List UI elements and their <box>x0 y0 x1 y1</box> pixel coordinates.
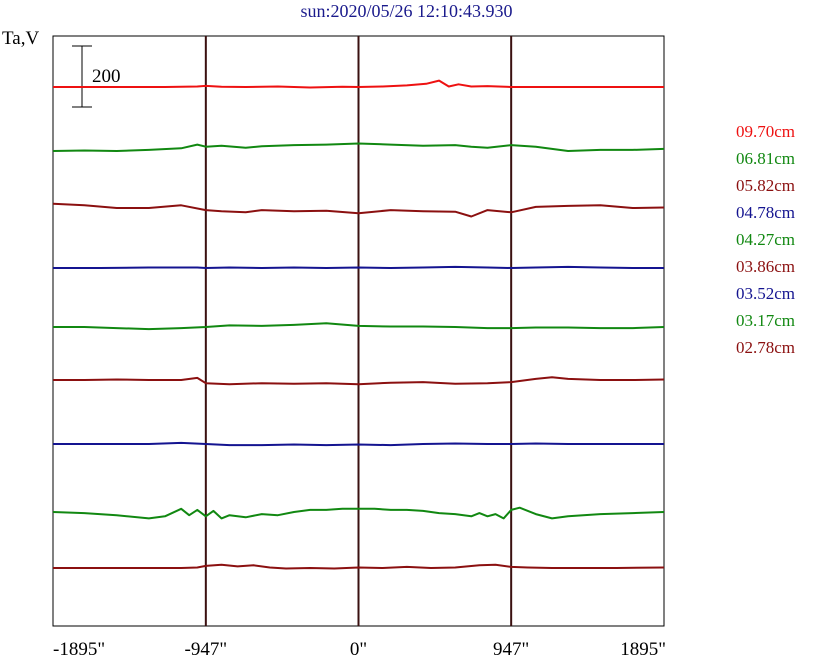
vertical-markers <box>204 36 513 626</box>
series-group <box>52 79 665 570</box>
x-tick-label: 0" <box>350 639 367 660</box>
series-line-04.78cm <box>53 265 664 269</box>
scale-bar-label: 200 <box>92 66 121 87</box>
legend-item: 03.17cm <box>736 311 796 330</box>
legend-item: 03.86cm <box>736 257 796 276</box>
legend-item: 03.52cm <box>736 284 796 303</box>
chart-title: sun:2020/05/26 12:10:43.930 <box>300 1 513 21</box>
legend-item: 02.78cm <box>736 338 796 357</box>
series-line-02.78cm <box>53 563 665 570</box>
series-line-04.27cm <box>53 322 665 331</box>
x-tick-label: 1895" <box>620 639 666 660</box>
legend-item: 04.27cm <box>736 230 796 249</box>
series-line-09.70cm <box>53 79 664 89</box>
series-line-03.17cm <box>52 506 665 520</box>
legend-item: 04.78cm <box>736 203 796 222</box>
series-line-06.81cm <box>52 142 665 152</box>
scale-bar: 200 <box>72 45 121 108</box>
y-axis-label: Ta,V <box>2 28 40 49</box>
legend: 09.70cm 06.81cm 05.82cm 04.78cm 04.27cm 03.86… <box>736 118 795 361</box>
legend-item: 09.70cm <box>736 122 796 141</box>
legend-item: 06.81cm <box>736 149 796 168</box>
legend-item: 05.82cm <box>736 176 796 195</box>
x-tick-label: -1895" <box>53 639 105 660</box>
series-line-03.86cm <box>53 376 665 386</box>
series-line-05.82cm <box>52 202 665 218</box>
x-tick-label: -947" <box>185 639 228 660</box>
x-tick-label: 947" <box>493 639 529 660</box>
x-tick-labels: -1895" -947" 0" 947" 1895" <box>53 639 666 660</box>
series-line-03.52cm <box>53 441 664 447</box>
